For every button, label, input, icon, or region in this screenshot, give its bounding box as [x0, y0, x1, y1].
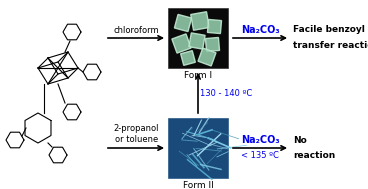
Bar [174, 14, 192, 32]
Bar [205, 37, 220, 52]
Text: reaction: reaction [293, 151, 335, 160]
Bar [189, 33, 205, 49]
Text: No: No [293, 136, 307, 145]
Text: < 135 ºC: < 135 ºC [241, 151, 279, 160]
Text: Form I: Form I [184, 71, 212, 80]
Text: 130 - 140 ºC: 130 - 140 ºC [200, 88, 252, 98]
Bar [191, 12, 209, 30]
Bar [168, 8, 228, 68]
Text: Facile benzoyl: Facile benzoyl [293, 25, 365, 34]
Text: Form II: Form II [183, 181, 213, 189]
Text: Na₂CO₃: Na₂CO₃ [241, 135, 279, 145]
Bar [168, 118, 228, 178]
Bar [172, 34, 191, 53]
Text: Na₂CO₃: Na₂CO₃ [241, 25, 279, 35]
Text: chloroform: chloroform [114, 26, 159, 35]
Bar [198, 48, 216, 66]
Bar [208, 19, 222, 33]
Bar [181, 51, 195, 65]
Text: 2-propanol
or toluene: 2-propanol or toluene [114, 124, 159, 144]
Text: transfer reaction: transfer reaction [293, 41, 368, 50]
